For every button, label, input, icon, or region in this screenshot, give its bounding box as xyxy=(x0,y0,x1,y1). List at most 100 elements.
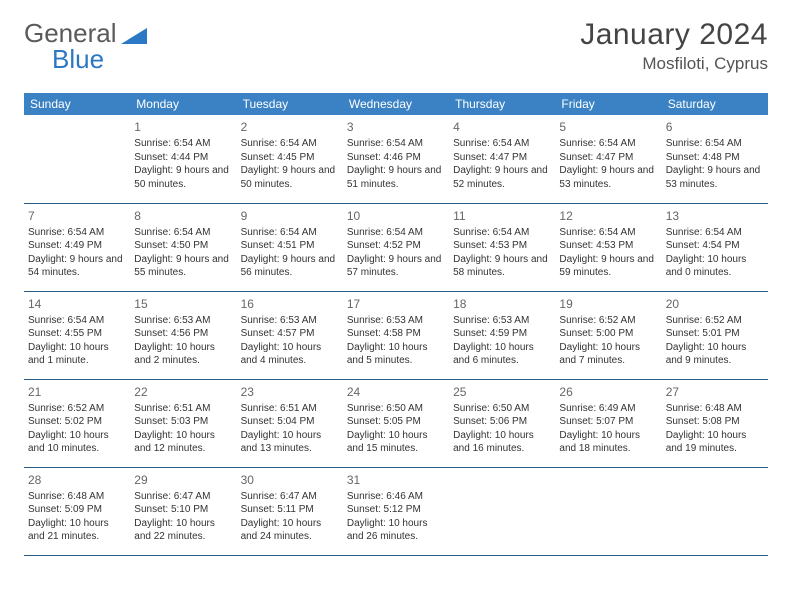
day-number: 21 xyxy=(28,384,126,400)
daylight-text: Daylight: 9 hours and 58 minutes. xyxy=(453,253,551,280)
sunset-text: Sunset: 4:44 PM xyxy=(134,151,232,165)
sunset-text: Sunset: 4:46 PM xyxy=(347,151,445,165)
day-number: 6 xyxy=(666,119,764,135)
daylight-text: Daylight: 9 hours and 50 minutes. xyxy=(241,164,339,191)
day-number: 7 xyxy=(28,208,126,224)
calendar-day-cell: 6Sunrise: 6:54 AMSunset: 4:48 PMDaylight… xyxy=(662,115,768,203)
day-number: 22 xyxy=(134,384,232,400)
calendar-day-cell: 30Sunrise: 6:47 AMSunset: 5:11 PMDayligh… xyxy=(237,467,343,555)
calendar-day-cell: 15Sunrise: 6:53 AMSunset: 4:56 PMDayligh… xyxy=(130,291,236,379)
daylight-text: Daylight: 10 hours and 19 minutes. xyxy=(666,429,764,456)
daylight-text: Daylight: 9 hours and 57 minutes. xyxy=(347,253,445,280)
sunset-text: Sunset: 5:11 PM xyxy=(241,503,339,517)
calendar-day-cell: 2Sunrise: 6:54 AMSunset: 4:45 PMDaylight… xyxy=(237,115,343,203)
daylight-text: Daylight: 10 hours and 24 minutes. xyxy=(241,517,339,544)
day-header: Monday xyxy=(130,93,236,115)
sunrise-text: Sunrise: 6:53 AM xyxy=(347,314,445,328)
calendar-day-cell: 19Sunrise: 6:52 AMSunset: 5:00 PMDayligh… xyxy=(555,291,661,379)
daylight-text: Daylight: 9 hours and 59 minutes. xyxy=(559,253,657,280)
calendar-day-cell xyxy=(662,467,768,555)
sunrise-text: Sunrise: 6:47 AM xyxy=(241,490,339,504)
calendar-day-cell: 31Sunrise: 6:46 AMSunset: 5:12 PMDayligh… xyxy=(343,467,449,555)
sunset-text: Sunset: 5:09 PM xyxy=(28,503,126,517)
calendar-day-cell xyxy=(555,467,661,555)
calendar-day-cell: 16Sunrise: 6:53 AMSunset: 4:57 PMDayligh… xyxy=(237,291,343,379)
daylight-text: Daylight: 9 hours and 56 minutes. xyxy=(241,253,339,280)
sunset-text: Sunset: 4:52 PM xyxy=(347,239,445,253)
day-number: 8 xyxy=(134,208,232,224)
daylight-text: Daylight: 9 hours and 53 minutes. xyxy=(559,164,657,191)
day-number: 16 xyxy=(241,296,339,312)
day-header: Tuesday xyxy=(237,93,343,115)
day-number: 23 xyxy=(241,384,339,400)
sunrise-text: Sunrise: 6:53 AM xyxy=(134,314,232,328)
calendar-day-cell: 25Sunrise: 6:50 AMSunset: 5:06 PMDayligh… xyxy=(449,379,555,467)
sunset-text: Sunset: 5:00 PM xyxy=(559,327,657,341)
daylight-text: Daylight: 10 hours and 12 minutes. xyxy=(134,429,232,456)
calendar-day-cell: 27 Sunrise: 6:48 AMSunset: 5:08 PMDayligh… xyxy=(662,379,768,467)
sunrise-text: Sunrise: 6:48 AM xyxy=(28,490,126,504)
sunset-text: Sunset: 4:50 PM xyxy=(134,239,232,253)
daylight-text: Daylight: 9 hours and 51 minutes. xyxy=(347,164,445,191)
daylight-text: Daylight: 10 hours and 10 minutes. xyxy=(28,429,126,456)
day-number: 18 xyxy=(453,296,551,312)
logo-text-blue: Blue xyxy=(52,44,104,75)
sunrise-text: Sunrise: 6:54 AM xyxy=(28,314,126,328)
daylight-text: Daylight: 9 hours and 50 minutes. xyxy=(134,164,232,191)
sunrise-text: Sunrise: 6:54 AM xyxy=(241,137,339,151)
calendar-week-row: 21Sunrise: 6:52 AMSunset: 5:02 PMDayligh… xyxy=(24,379,768,467)
calendar-day-cell: 18Sunrise: 6:53 AMSunset: 4:59 PMDayligh… xyxy=(449,291,555,379)
daylight-text: Daylight: 10 hours and 4 minutes. xyxy=(241,341,339,368)
day-number: 4 xyxy=(453,119,551,135)
calendar-day-cell: 10Sunrise: 6:54 AMSunset: 4:52 PMDayligh… xyxy=(343,203,449,291)
calendar-week-row: 1Sunrise: 6:54 AMSunset: 4:44 PMDaylight… xyxy=(24,115,768,203)
daylight-text: Daylight: 9 hours and 52 minutes. xyxy=(453,164,551,191)
sunset-text: Sunset: 5:04 PM xyxy=(241,415,339,429)
calendar-day-cell: 22Sunrise: 6:51 AMSunset: 5:03 PMDayligh… xyxy=(130,379,236,467)
day-number: 19 xyxy=(559,296,657,312)
day-number: 9 xyxy=(241,208,339,224)
sunrise-text: Sunrise: 6:50 AM xyxy=(453,402,551,416)
daylight-text: Daylight: 10 hours and 15 minutes. xyxy=(347,429,445,456)
day-number: 29 xyxy=(134,472,232,488)
calendar-day-cell xyxy=(449,467,555,555)
day-number: 11 xyxy=(453,208,551,224)
sunset-text: Sunset: 5:08 PM xyxy=(666,415,764,429)
calendar-day-cell: 13Sunrise: 6:54 AMSunset: 4:54 PMDayligh… xyxy=(662,203,768,291)
daylight-text: Daylight: 10 hours and 0 minutes. xyxy=(666,253,764,280)
calendar-header-row: Sunday Monday Tuesday Wednesday Thursday… xyxy=(24,93,768,115)
sunset-text: Sunset: 5:05 PM xyxy=(347,415,445,429)
sunrise-text: Sunrise: 6:54 AM xyxy=(134,137,232,151)
sunset-text: Sunset: 4:45 PM xyxy=(241,151,339,165)
sunset-text: Sunset: 4:55 PM xyxy=(28,327,126,341)
sunset-text: Sunset: 5:12 PM xyxy=(347,503,445,517)
sunset-text: Sunset: 5:07 PM xyxy=(559,415,657,429)
sunrise-text: Sunrise: 6:51 AM xyxy=(241,402,339,416)
day-number: 27 xyxy=(666,384,764,400)
daylight-text: Daylight: 10 hours and 6 minutes. xyxy=(453,341,551,368)
day-number: 15 xyxy=(134,296,232,312)
logo-triangle-icon xyxy=(121,24,147,44)
sunset-text: Sunset: 5:01 PM xyxy=(666,327,764,341)
sunset-text: Sunset: 4:53 PM xyxy=(453,239,551,253)
sunset-text: Sunset: 4:59 PM xyxy=(453,327,551,341)
sunset-text: Sunset: 4:51 PM xyxy=(241,239,339,253)
sunset-text: Sunset: 4:49 PM xyxy=(28,239,126,253)
day-number: 20 xyxy=(666,296,764,312)
sunrise-text: Sunrise: 6:48 AM xyxy=(666,402,764,416)
sunrise-text: Sunrise: 6:52 AM xyxy=(28,402,126,416)
calendar-day-cell: 26Sunrise: 6:49 AMSunset: 5:07 PMDayligh… xyxy=(555,379,661,467)
calendar-week-row: 28Sunrise: 6:48 AMSunset: 5:09 PMDayligh… xyxy=(24,467,768,555)
sunrise-text: Sunrise: 6:54 AM xyxy=(134,226,232,240)
daylight-text: Daylight: 10 hours and 5 minutes. xyxy=(347,341,445,368)
sunrise-text: Sunrise: 6:52 AM xyxy=(666,314,764,328)
calendar-day-cell: 14Sunrise: 6:54 AMSunset: 4:55 PMDayligh… xyxy=(24,291,130,379)
calendar-day-cell: 12Sunrise: 6:54 AMSunset: 4:53 PMDayligh… xyxy=(555,203,661,291)
calendar-day-cell: 7Sunrise: 6:54 AMSunset: 4:49 PMDaylight… xyxy=(24,203,130,291)
calendar-body: 1Sunrise: 6:54 AMSunset: 4:44 PMDaylight… xyxy=(24,115,768,555)
sunrise-text: Sunrise: 6:53 AM xyxy=(241,314,339,328)
sunset-text: Sunset: 5:10 PM xyxy=(134,503,232,517)
sunrise-text: Sunrise: 6:54 AM xyxy=(453,137,551,151)
calendar-day-cell: 23Sunrise: 6:51 AMSunset: 5:04 PMDayligh… xyxy=(237,379,343,467)
sunrise-text: Sunrise: 6:47 AM xyxy=(134,490,232,504)
